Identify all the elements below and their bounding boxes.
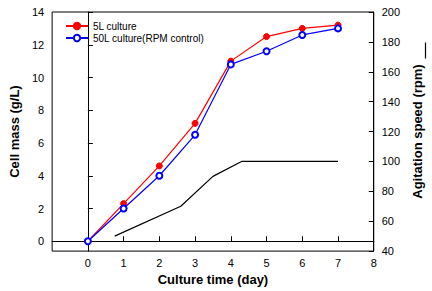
svg-text:40: 40 <box>382 245 394 257</box>
svg-text:2: 2 <box>38 203 44 215</box>
svg-text:5: 5 <box>263 257 269 269</box>
svg-text:12: 12 <box>32 39 44 51</box>
svg-text:100: 100 <box>382 155 400 167</box>
svg-text:80: 80 <box>382 185 394 197</box>
svg-text:60: 60 <box>382 215 394 227</box>
svg-text:140: 140 <box>382 96 400 108</box>
svg-text:200: 200 <box>382 6 400 18</box>
svg-text:10: 10 <box>32 72 44 84</box>
svg-text:Cell mass (g/L): Cell mass (g/L) <box>7 85 22 177</box>
svg-text:7: 7 <box>335 257 341 269</box>
svg-text:3: 3 <box>192 257 198 269</box>
svg-text:6: 6 <box>38 137 44 149</box>
svg-text:Culture time (day): Culture time (day) <box>158 272 269 287</box>
svg-text:160: 160 <box>382 66 400 78</box>
svg-text:120: 120 <box>382 126 400 138</box>
svg-text:0: 0 <box>38 235 44 247</box>
svg-text:6: 6 <box>299 257 305 269</box>
svg-text:180: 180 <box>382 36 400 48</box>
svg-text:8: 8 <box>38 104 44 116</box>
svg-text:1: 1 <box>121 257 127 269</box>
svg-text:8: 8 <box>371 257 377 269</box>
svg-text:0: 0 <box>85 257 91 269</box>
svg-text:5L culture: 5L culture <box>93 21 137 32</box>
svg-text:2: 2 <box>156 257 162 269</box>
svg-text:50L culture(RPM control): 50L culture(RPM control) <box>93 33 204 44</box>
svg-text:4: 4 <box>228 257 234 269</box>
svg-text:14: 14 <box>32 6 44 18</box>
svg-text:4: 4 <box>38 170 44 182</box>
svg-text:Agitation speed (rpm): Agitation speed (rpm) <box>410 64 425 198</box>
